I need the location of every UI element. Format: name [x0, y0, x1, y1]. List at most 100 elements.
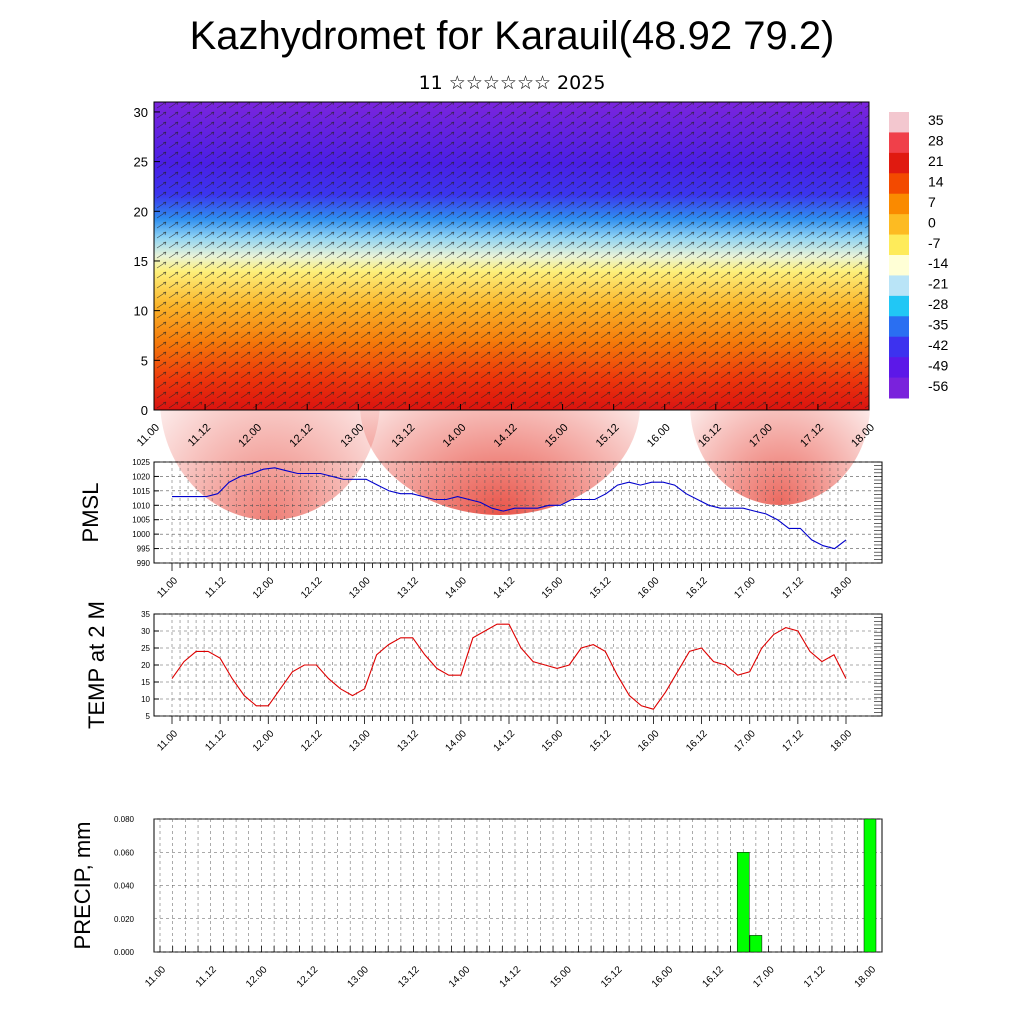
- y-tick-label: 10: [141, 695, 150, 704]
- y-tick-label: 35: [141, 610, 150, 619]
- y-tick-label: 0: [141, 403, 148, 418]
- y-tick-label: 1020: [132, 472, 150, 481]
- x-tick-label: 16.12: [701, 964, 727, 990]
- y-tick-label: 25: [141, 644, 150, 653]
- precip-bar: [736, 852, 750, 953]
- x-tick-label: 16.00: [636, 728, 662, 754]
- x-tick-label: 11.12: [194, 964, 219, 989]
- precip-bar: [749, 935, 763, 953]
- x-tick-label: 17.12: [802, 964, 828, 990]
- y-tick-label: 0.020: [114, 915, 135, 924]
- x-tick-label: 16.00: [636, 575, 662, 601]
- x-tick-label: 18.00: [829, 575, 855, 601]
- x-tick-label: 17.00: [751, 964, 777, 990]
- x-tick-label: 17.12: [781, 575, 807, 601]
- x-tick-label: 13.00: [346, 964, 372, 990]
- colorbar-label: 21: [928, 153, 944, 169]
- x-tick-label: 16.12: [684, 728, 710, 754]
- x-tick-label: 11.00: [143, 964, 168, 989]
- colorbar-label: 35: [928, 112, 944, 128]
- y-tick-label: 15: [134, 254, 148, 269]
- y-tick-label: 1025: [132, 458, 150, 467]
- x-tick-label: 15.00: [540, 728, 566, 754]
- y-axis-label: PMSL: [78, 483, 103, 543]
- colorbar-segment: [889, 377, 909, 399]
- colorbar-segment: [889, 132, 909, 154]
- colorbar-segment: [889, 214, 909, 236]
- y-tick-label: 5: [141, 353, 148, 368]
- y-tick-label: 990: [137, 559, 151, 568]
- colorbar-segment: [889, 316, 909, 338]
- y-tick-label: 1000: [132, 530, 150, 539]
- x-tick-label: 12.00: [244, 964, 270, 990]
- x-tick-label: 14.00: [444, 575, 470, 601]
- x-tick-label: 18.00: [829, 728, 855, 754]
- colorbar-label: 14: [928, 173, 944, 189]
- colorbar-label: 7: [928, 194, 936, 210]
- x-tick-label: 15.12: [588, 728, 614, 754]
- x-tick-label: 16.00: [650, 964, 676, 990]
- series-line: [171, 623, 847, 710]
- y-tick-label: 30: [134, 105, 148, 120]
- colorbar-segment: [889, 112, 909, 133]
- x-tick-label: 13.00: [347, 728, 373, 754]
- colorbar-label: -28: [928, 296, 948, 312]
- y-tick-label: 1005: [132, 516, 150, 525]
- colorbar-label: -35: [928, 317, 948, 333]
- colorbar-segment: [889, 357, 909, 379]
- y-tick-label: 1015: [132, 487, 150, 496]
- y-axis-label: PRECIP, mm: [70, 822, 95, 950]
- colorbar-label: 0: [928, 214, 936, 230]
- x-tick-label: 12.00: [251, 728, 277, 754]
- precip-panel: 0.000 0.020 0.040 0.060 0.080 11.00 11.12 12.00…: [70, 815, 883, 990]
- x-tick-label: 11.12: [203, 728, 228, 753]
- chart-subtitle: 11 ☆☆☆☆☆☆ 2025: [418, 72, 606, 94]
- x-tick-label: 13.12: [395, 575, 421, 601]
- colorbar-label: -21: [928, 276, 948, 292]
- colorbar-segment: [889, 152, 909, 174]
- x-tick-label: 15.00: [548, 964, 574, 990]
- y-tick-label: 1010: [132, 501, 150, 510]
- colorbar: 35 28 21 14 7 0 -7 -14 -21 -28 -35 -42 -49 -56: [889, 112, 948, 399]
- y-tick-label: 5: [146, 712, 151, 721]
- y-tick-label: 30: [141, 627, 150, 636]
- x-tick-label: 14.12: [492, 728, 518, 754]
- y-tick-label: 0.000: [114, 948, 135, 957]
- x-tick-label: 11.00: [155, 728, 180, 753]
- x-tick-label: 11.00: [155, 575, 180, 600]
- y-tick-label: 20: [134, 204, 148, 219]
- wind-vectors: [154, 102, 869, 410]
- colorbar-label: -42: [928, 337, 948, 353]
- precip-bar: [863, 818, 877, 953]
- x-tick-label: 16.00: [645, 422, 673, 450]
- x-tick-label: 14.00: [447, 964, 473, 990]
- x-tick-label: 14.12: [498, 964, 524, 990]
- colorbar-label: -7: [928, 235, 941, 251]
- x-tick-label: 17.00: [732, 575, 758, 601]
- y-tick-label: 15: [141, 678, 150, 687]
- colorbar-segment: [889, 275, 909, 297]
- colorbar-segment: [889, 255, 909, 276]
- temp-panel: 5 10 15 20 25 30 35 11.00 11.12 12.00 12.12 13.00 13…: [84, 601, 883, 754]
- colorbar-label: -56: [928, 378, 948, 394]
- y-axis-label: TEMP at 2 M: [84, 601, 109, 729]
- y-tick-label: 0.060: [114, 848, 135, 857]
- x-tick-label: 14.00: [444, 728, 470, 754]
- colorbar-label: 28: [928, 132, 944, 148]
- x-tick-label: 15.12: [599, 964, 625, 990]
- colorbar-segment: [889, 193, 909, 215]
- x-tick-label: 13.00: [347, 575, 373, 601]
- series-line: [172, 467, 847, 550]
- y-tick-label: 20: [141, 661, 150, 670]
- colorbar-label: -14: [928, 255, 948, 271]
- x-tick-label: 16.12: [684, 575, 710, 601]
- colorbar-label: -49: [928, 358, 948, 374]
- x-tick-label: 11.00: [135, 422, 162, 449]
- x-tick-label: 13.12: [396, 964, 422, 990]
- x-tick-label: 12.00: [251, 575, 277, 601]
- colorbar-segment: [889, 295, 909, 317]
- x-tick-label: 17.12: [781, 728, 807, 754]
- y-tick-label: 0.080: [114, 815, 135, 824]
